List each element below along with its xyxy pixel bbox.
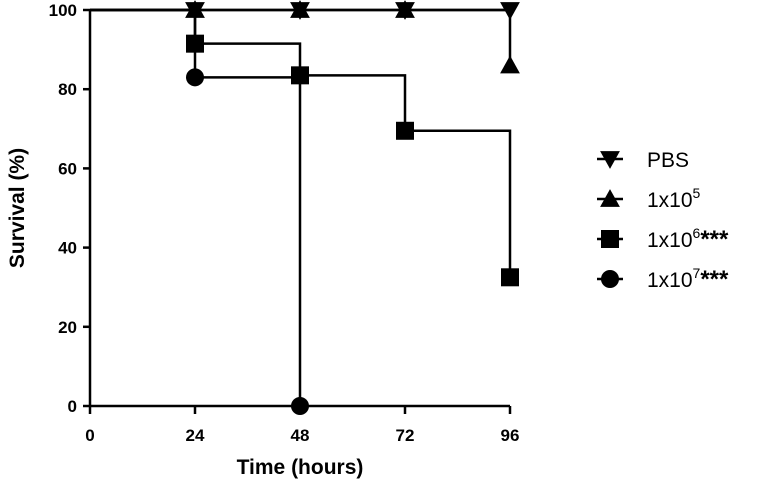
legend-label-base: 1x10 <box>647 189 693 212</box>
series-s1e7 <box>90 8 309 415</box>
legend-label-base: PBS <box>647 149 689 172</box>
legend-marker-s1e6 <box>601 230 619 248</box>
data-point-s1e6 <box>396 121 414 140</box>
y-tick-label: 60 <box>58 159 77 178</box>
data-point-s1e5 <box>395 0 415 18</box>
x-tick-label: 48 <box>291 426 310 445</box>
y-tick-label: 80 <box>58 80 77 99</box>
y-tick-label: 20 <box>58 318 77 337</box>
legend-label: 1x106*** <box>647 225 729 253</box>
legend-entry-pbs: PBS <box>597 149 689 172</box>
legend-entry-s1e6: 1x106*** <box>597 225 729 253</box>
data-point-s1e7 <box>186 68 204 87</box>
data-point-s1e6 <box>291 66 309 85</box>
legend-label: PBS <box>647 149 689 172</box>
x-axis-title: Time (hours) <box>237 456 364 479</box>
x-tick-label: 72 <box>396 426 415 445</box>
legend-label-exponent: 5 <box>693 185 701 201</box>
data-point-s1e5 <box>500 55 520 74</box>
legend-label-base: 1x10 <box>647 229 693 252</box>
y-axis-title: Survival (%) <box>6 148 29 268</box>
legend-label: 1x105 <box>647 185 701 212</box>
legend-label-significance: *** <box>700 266 729 293</box>
x-tick-label: 96 <box>501 426 520 445</box>
legend-label-exponent: 7 <box>693 265 701 281</box>
legend-marker-s1e7 <box>601 270 619 288</box>
legend-label: 1x107*** <box>647 265 729 293</box>
y-tick-label: 40 <box>58 239 77 258</box>
legend-entry-s1e7: 1x107*** <box>597 265 729 293</box>
data-point-s1e5 <box>290 0 310 18</box>
legend-marker-pbs <box>600 151 620 169</box>
x-tick-label: 24 <box>186 426 205 445</box>
legend-marker-s1e5 <box>600 189 620 207</box>
legend-label-exponent: 6 <box>693 225 701 241</box>
axes: 0 20 40 60 80 100 0 24 48 72 96 <box>49 1 520 445</box>
series-s1e6 <box>90 8 519 287</box>
data-point-s1e6 <box>501 268 519 287</box>
y-tick-label: 0 <box>68 397 77 416</box>
legend-label-base: 1x10 <box>647 269 693 292</box>
y-tick-label: 100 <box>49 1 77 20</box>
plot-area <box>90 0 520 415</box>
x-tick-label: 0 <box>85 426 94 445</box>
legend-label-significance: *** <box>700 226 729 253</box>
legend-entry-s1e5: 1x105 <box>597 185 701 212</box>
